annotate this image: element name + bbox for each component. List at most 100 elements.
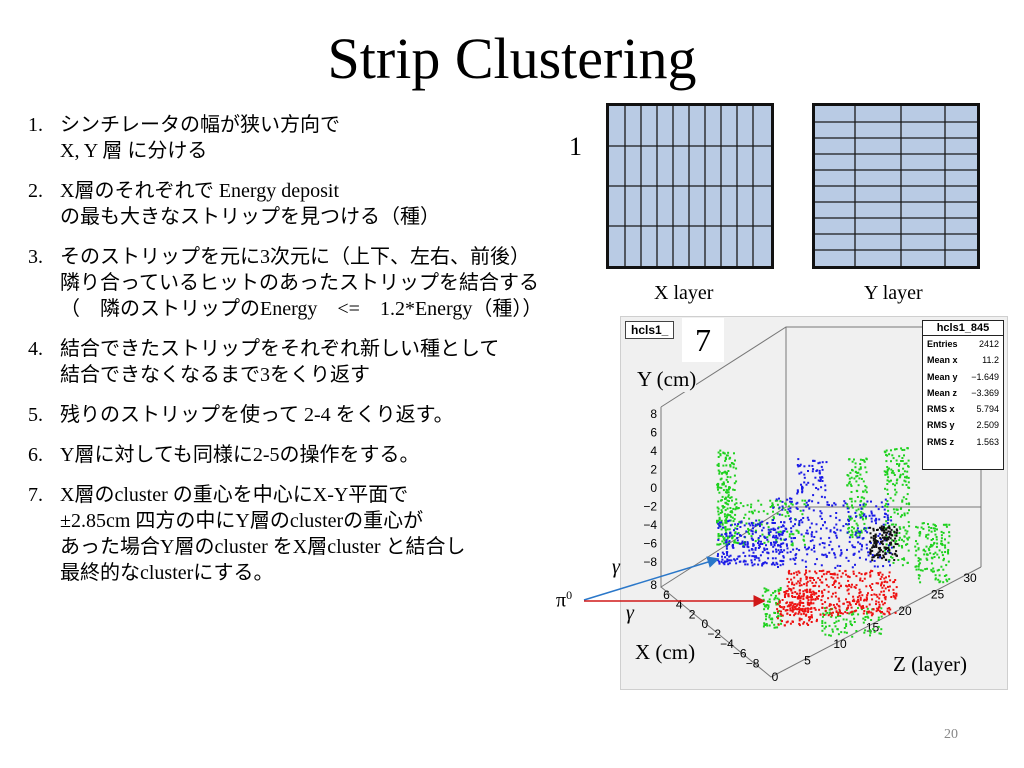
hit-point — [875, 600, 878, 603]
hit-point — [818, 469, 821, 472]
hit-point — [833, 622, 836, 624]
hit-point — [814, 598, 817, 601]
hit-point — [870, 512, 873, 515]
hit-point — [786, 585, 789, 588]
hit-point — [774, 541, 777, 544]
hit-point — [835, 523, 838, 526]
hit-point — [905, 502, 908, 505]
hit-point — [858, 536, 861, 539]
hit-point — [779, 500, 782, 503]
hit-point — [823, 588, 826, 591]
step-text-line: 結合できなくなるまで3をくり返す — [60, 364, 370, 386]
hit-point — [885, 534, 888, 537]
y-layer-label: Y layer — [864, 282, 923, 304]
hit-point — [725, 532, 728, 535]
hit-point — [886, 466, 889, 468]
hit-point — [945, 564, 948, 567]
hit-point — [880, 582, 883, 585]
hit-point — [852, 595, 855, 598]
hit-point — [777, 526, 780, 529]
hit-point — [787, 594, 790, 597]
hit-point — [796, 489, 799, 492]
hit-point — [858, 604, 861, 607]
hit-point — [803, 573, 806, 576]
hit-point — [871, 554, 874, 556]
hit-point — [774, 557, 777, 560]
hit-point — [752, 522, 755, 525]
hit-point — [804, 499, 807, 502]
hit-point — [908, 536, 911, 539]
hit-point — [892, 523, 895, 526]
hit-point — [771, 557, 774, 560]
hit-point — [782, 560, 785, 563]
hit-point — [919, 569, 922, 572]
hit-point — [718, 486, 721, 489]
hit-point — [723, 513, 726, 516]
hit-point — [894, 488, 897, 491]
hit-point — [739, 502, 742, 505]
hit-point — [810, 548, 813, 551]
hit-point — [879, 555, 882, 558]
hit-point — [888, 613, 891, 616]
hit-point — [778, 534, 781, 537]
hit-point — [864, 573, 867, 576]
hit-point — [808, 618, 811, 620]
hit-point — [862, 514, 865, 517]
hit-point — [926, 553, 929, 556]
hit-point — [855, 603, 857, 605]
hit-point — [896, 543, 899, 546]
hit-point — [855, 489, 858, 492]
hit-point — [845, 598, 847, 601]
hit-point — [771, 621, 773, 624]
hit-point — [886, 473, 889, 476]
hit-point — [769, 618, 772, 621]
hit-point — [717, 451, 720, 454]
hit-point — [792, 525, 795, 528]
hit-point — [763, 547, 766, 550]
hit-point — [811, 470, 814, 473]
hit-point — [894, 611, 897, 614]
hit-point — [942, 559, 945, 562]
hit-point — [720, 486, 723, 489]
hit-point — [833, 582, 836, 585]
hit-point — [731, 516, 734, 519]
hit-point — [776, 626, 779, 629]
hit-point — [926, 537, 929, 540]
hit-point — [863, 459, 865, 462]
x-layer-grid — [606, 103, 774, 269]
hit-point — [884, 471, 887, 474]
hit-point — [807, 596, 809, 599]
hit-point — [794, 523, 796, 526]
hit-point — [856, 527, 859, 530]
hit-point — [937, 568, 940, 571]
hit-point — [762, 625, 765, 628]
hit-point — [882, 590, 885, 593]
hit-point — [855, 584, 858, 587]
hit-point — [896, 554, 898, 557]
hit-point — [865, 486, 868, 489]
hit-point — [810, 616, 813, 618]
hit-point — [917, 557, 920, 560]
hit-point — [891, 556, 894, 559]
hit-point — [818, 608, 821, 611]
hit-point — [860, 544, 863, 547]
hit-point — [899, 527, 902, 530]
hit-point — [766, 538, 769, 541]
hit-point — [894, 537, 897, 540]
hit-point — [831, 628, 834, 631]
hit-point — [820, 564, 823, 567]
hit-point — [884, 498, 887, 501]
hit-point — [775, 561, 778, 564]
hit-point — [851, 624, 853, 627]
hit-point — [822, 594, 824, 597]
hit-point — [717, 456, 720, 458]
hit-point — [801, 488, 804, 491]
hit-point — [867, 551, 870, 554]
hit-point — [944, 544, 946, 547]
hit-point — [884, 547, 887, 550]
hit-point — [890, 528, 893, 531]
hit-point — [935, 545, 938, 548]
hit-point — [855, 630, 858, 632]
hit-clusters — [716, 447, 951, 638]
hit-point — [857, 613, 860, 616]
